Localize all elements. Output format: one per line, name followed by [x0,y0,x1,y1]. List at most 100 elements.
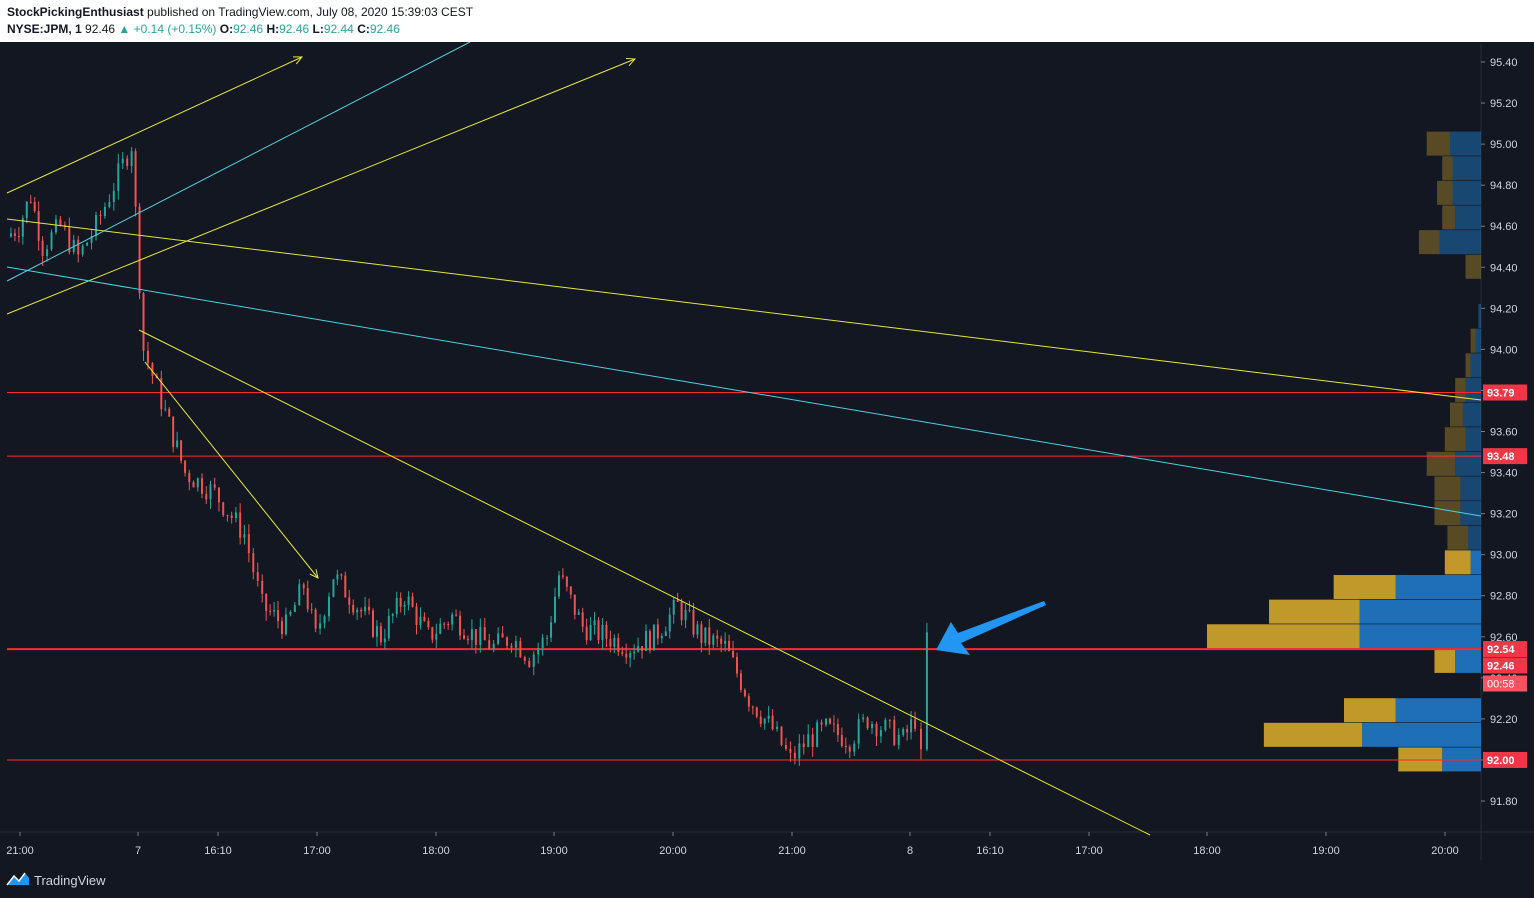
candle-body [168,408,171,417]
candle-body [383,638,386,643]
tradingview-brand[interactable]: TradingView [34,873,106,888]
candle-body [126,158,129,167]
price-tick-label: 94.00 [1490,344,1518,356]
candle-body [435,633,438,640]
last-price-label: 92.46 [1487,661,1515,673]
candle-body [832,723,835,725]
time-tick-label: 18:00 [1193,845,1221,857]
candle-body [811,734,814,747]
candle-body [112,190,115,202]
level-price-label: 93.79 [1487,387,1515,399]
candle-body [585,626,588,641]
volume-profile-down-bar [1465,254,1481,279]
candle-body [37,211,40,241]
candle-body [789,748,792,753]
candle-body [205,493,208,500]
open-value: 92.46 [233,22,264,36]
candle-body [546,637,549,639]
volume-profile-down-bar [1447,525,1469,550]
high-value: 92.46 [279,22,310,36]
time-tick-label: 21:00 [778,845,806,857]
candle-body [793,752,796,759]
candle-body [732,650,735,658]
tradingview-logo-icon[interactable] [6,870,30,888]
candle-body [280,621,283,635]
candle-body [553,596,556,623]
candle-body [565,576,568,587]
candle-body [306,588,309,610]
price-change: +0.14 (+0.15%) [133,22,217,36]
candle-body [348,597,351,605]
candle-body [81,245,84,255]
candle-body [375,626,378,637]
candle-body [184,460,187,473]
candle-body [293,605,296,612]
candle-body [828,718,831,724]
candle-body [95,215,98,237]
volume-profile-down-bar [1444,427,1466,452]
candle-body [676,600,679,602]
candle-body [680,601,683,621]
candle-body [589,624,592,641]
volume-profile-up-bar [1455,451,1481,476]
candle-body [537,648,540,655]
price-tick-label: 93.60 [1490,427,1518,439]
candle-body [54,219,57,233]
candle-body [605,625,608,639]
candle-body [561,575,564,577]
volume-profile-down-bar [1455,377,1466,402]
volume-profile-up-bar [1452,180,1481,205]
volume-profile-down-bar [1444,550,1471,575]
volume-profile-up-bar [1452,156,1481,181]
volume-profile-down-bar [1206,624,1360,649]
level-price-label: 92.54 [1487,644,1515,656]
candle-body [724,640,727,644]
candle-body [601,625,604,641]
candle-body [798,743,801,759]
time-tick-label: 7 [135,845,141,857]
candle-body [593,620,596,625]
candle-body [884,719,887,731]
symbol-label[interactable]: NYSE:JPM, 1 [7,22,82,36]
volume-profile-up-bar [1462,402,1481,427]
volume-profile-down-bar [1470,328,1476,353]
candle-body [332,579,335,597]
volume-profile-up-bar [1439,230,1481,255]
volume-profile-down-bar [1434,648,1456,673]
price-tick-label: 91.80 [1490,796,1518,808]
trendline-main-downtrend [138,329,1151,836]
candle-body [914,719,917,729]
candle-body [134,151,137,207]
candle-body [857,719,860,744]
candle-body [844,745,847,747]
candle-body [340,574,343,576]
candle-body [848,746,851,752]
volume-profile-up-bar [1475,328,1481,353]
candle-body [660,635,663,639]
author-name[interactable]: StockPickingEnthusiast [7,5,144,19]
candle-body [90,236,93,243]
candle-body [767,715,770,719]
candle-body [479,627,482,645]
level-price-badge [1483,384,1527,401]
candle-body [668,614,671,632]
candle-body [692,609,695,635]
candle-body [906,729,909,733]
candle-body [252,553,255,573]
candle-body [716,635,719,639]
candle-body [816,722,819,747]
candle-body [780,726,783,745]
candle-body [86,242,89,246]
trendline-upper-channel [6,56,303,194]
candle-body [138,206,141,294]
price-chart[interactable]: 95.40 95.20 95.00 94.80 94.60 94.40 94.20 94.00… [0,42,1534,862]
candle-body [146,350,149,364]
chart-area[interactable]: 95.40 95.20 95.00 94.80 94.60 94.40 94.20 94.00… [0,42,1534,862]
candle-body [712,635,715,645]
candle-body [573,594,576,615]
candle-body [700,624,703,643]
candle-body [672,600,675,615]
ohlc-legend: NYSE:JPM, 1 92.46 ▲ +0.14 (+0.15%) O:92.… [7,22,400,36]
candle-body [776,726,779,730]
volume-profile-down-bar [1426,451,1456,476]
